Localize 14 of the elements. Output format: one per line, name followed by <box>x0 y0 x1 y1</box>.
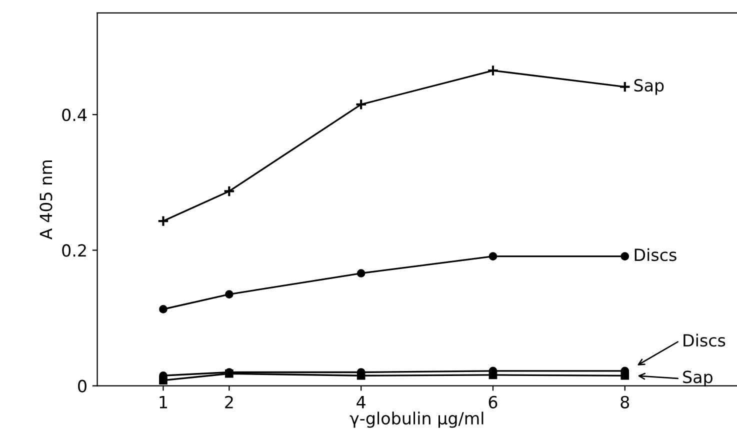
text: Discs <box>684 334 726 347</box>
y-axis-title: A 405 nm <box>40 160 52 240</box>
x-tick-label: 4 <box>356 396 366 408</box>
y-tick-label: 0 <box>78 380 86 392</box>
series-label: Discs <box>634 248 676 262</box>
x-axis-title: γ-globulin µg/ml <box>350 412 484 428</box>
x-tick-label: 8 <box>620 396 630 408</box>
y-tick-label: 0.4 <box>62 108 87 122</box>
x-tick-label: 2 <box>225 396 233 408</box>
x-tick-label: 6 <box>488 396 498 408</box>
x-tick-label: 1 <box>160 396 167 408</box>
y-tick-label: 0.2 <box>62 244 86 257</box>
series-label: Sap <box>634 79 664 95</box>
legend-label: Sap <box>683 370 712 386</box>
